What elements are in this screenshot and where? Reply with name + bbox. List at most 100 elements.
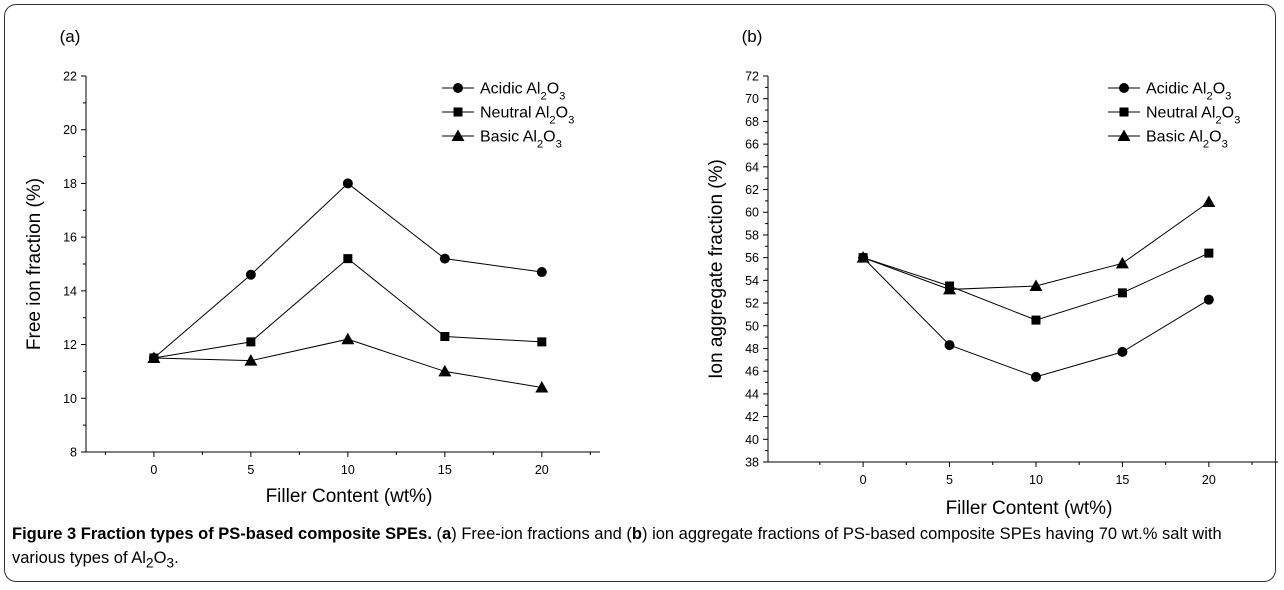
legend-label: Acidic Al2O3 [480, 81, 565, 103]
y-tick-label: 50 [745, 319, 759, 333]
caption-ref-a: a [442, 525, 452, 543]
x-tick-label: 10 [341, 463, 355, 477]
y-tick-label: 22 [63, 70, 77, 84]
y-tick-label: 18 [63, 177, 77, 191]
legend-marker [451, 129, 465, 141]
legend-label-part: 2 [549, 115, 555, 127]
caption-text-6: O [153, 549, 167, 567]
y-tick-label: 42 [745, 410, 759, 424]
legend-label-part: 3 [556, 139, 562, 151]
caption-title-end: . [427, 525, 432, 543]
y-tick-label: 8 [70, 446, 77, 460]
data-point [1203, 294, 1214, 305]
y-tick-label: 48 [745, 342, 759, 356]
legend-label: Basic Al2O3 [1146, 129, 1228, 151]
data-point [1030, 371, 1041, 382]
y-tick-label: 10 [63, 392, 77, 406]
data-point [856, 251, 870, 263]
legend-label: Acidic Al2O3 [1146, 81, 1231, 103]
y-tick-label: 16 [63, 231, 77, 245]
y-tick-label: 14 [63, 284, 77, 298]
legend-label-part: Basic Al [1146, 129, 1203, 146]
legend-marker [1117, 129, 1131, 141]
legend-label-part: O [1213, 81, 1225, 98]
y-tick-label: 68 [745, 115, 759, 129]
y-tick-label: 58 [745, 228, 759, 242]
caption-text-8: . [174, 549, 179, 567]
panel-label: (a) [60, 27, 81, 46]
x-tick-label: 5 [946, 473, 953, 487]
data-point [536, 267, 547, 278]
data-point [943, 282, 957, 295]
series-line [153, 338, 542, 389]
caption-sub-2: 2 [145, 555, 154, 571]
series-line [153, 182, 542, 359]
caption-sub-3: 3 [166, 555, 175, 571]
data-point [341, 332, 355, 345]
data-point [1204, 248, 1214, 258]
data-point [1202, 195, 1216, 208]
legend-label-part: 2 [537, 139, 543, 151]
data-point [535, 381, 549, 393]
x-tick-label: 0 [860, 473, 867, 487]
legend-label-part: Neutral Al [1146, 105, 1215, 122]
legend-label-part: Acidic Al [480, 81, 540, 98]
caption-text-2: ) Free-ion fractions and ( [451, 525, 632, 543]
legend-label-part: 2 [540, 91, 546, 103]
legend-label-part: 2 [1215, 115, 1221, 127]
y-tick-label: 64 [745, 160, 759, 174]
legend-label-part: O [543, 129, 555, 146]
y-axis-label: Free ion fraction (%) [24, 178, 45, 350]
data-point [1117, 346, 1128, 357]
caption-text-4: ) ion aggregate fractions of PS-based co… [12, 525, 1222, 567]
y-tick-label: 62 [745, 183, 759, 197]
legend-label-part: Basic Al [480, 129, 537, 146]
legend-label: Basic Al2O3 [480, 129, 562, 151]
legend-label-part: O [1222, 105, 1234, 122]
panel-label: (b) [742, 27, 763, 46]
x-tick-label: 20 [1202, 473, 1216, 487]
legend-label-part: 3 [1222, 139, 1228, 151]
legend-marker [453, 107, 463, 117]
data-point [1029, 279, 1043, 292]
y-tick-label: 12 [63, 338, 77, 352]
series-triangle [856, 195, 1216, 295]
caption-title: Figure 3 Fraction types of PS-based comp… [12, 525, 428, 543]
caption-text-0: ( [431, 525, 443, 543]
data-point [537, 337, 547, 347]
series-square [149, 254, 547, 363]
legend-label: Neutral Al2O3 [1146, 105, 1240, 127]
x-tick-label: 20 [535, 463, 549, 477]
legend-label-part: 3 [568, 115, 574, 127]
x-axis-label: Filler Content (wt%) [266, 486, 433, 507]
figure-frame [4, 4, 1276, 582]
y-tick-label: 56 [745, 251, 759, 265]
legend-label: Neutral Al2O3 [480, 105, 574, 127]
y-tick-label: 46 [745, 365, 759, 379]
data-point [1031, 315, 1041, 325]
legend-label-part: Neutral Al [480, 105, 549, 122]
legend-marker [453, 83, 463, 93]
data-point [1115, 256, 1129, 269]
data-point [1117, 288, 1127, 298]
y-tick-label: 54 [745, 274, 759, 288]
y-tick-label: 60 [745, 206, 759, 220]
data-point [147, 351, 161, 363]
data-point [245, 269, 256, 280]
y-tick-label: 20 [63, 123, 77, 137]
x-tick-label: 5 [247, 463, 254, 477]
x-tick-label: 15 [1115, 473, 1129, 487]
legend-label-part: 2 [1206, 91, 1212, 103]
legend-label-part: 3 [1225, 91, 1231, 103]
legend-label-part: O [1209, 129, 1221, 146]
legend-label-part: Acidic Al [1146, 81, 1206, 98]
legend-label-part: O [556, 105, 568, 122]
legend-label-part: 2 [1203, 139, 1209, 151]
data-point [440, 332, 450, 342]
data-point [342, 178, 353, 189]
y-axis-label: Ion aggregate fraction (%) [706, 159, 727, 379]
